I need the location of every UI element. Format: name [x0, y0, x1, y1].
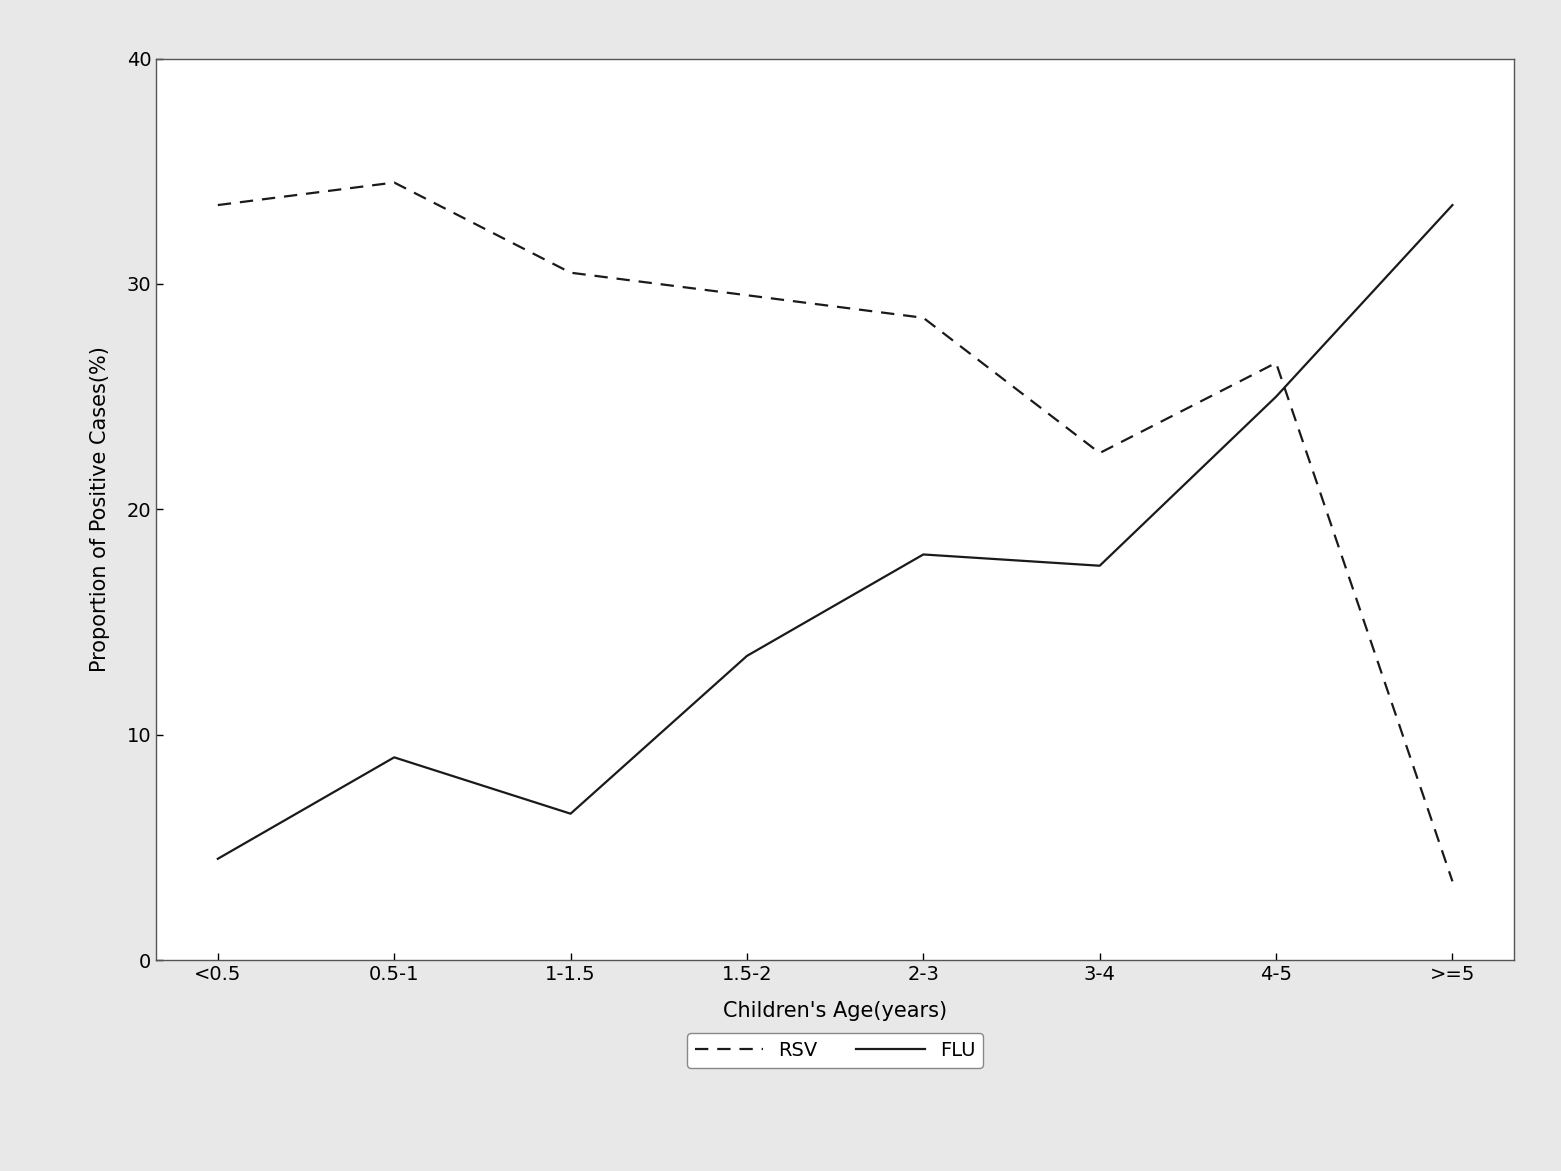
Y-axis label: Proportion of Positive Cases(%): Proportion of Positive Cases(%): [91, 347, 109, 672]
RSV: [738, 288, 757, 302]
Line: RSV: RSV: [219, 183, 1452, 882]
RSV: [913, 310, 932, 324]
FLU: [1090, 559, 1108, 573]
RSV: [562, 266, 581, 280]
RSV: [1090, 446, 1108, 460]
RSV: [1442, 875, 1461, 889]
X-axis label: Children's Age(years): Children's Age(years): [723, 1001, 948, 1021]
Legend: RSV, FLU: RSV, FLU: [687, 1033, 983, 1068]
RSV: [386, 176, 404, 190]
RSV: [209, 198, 228, 212]
FLU: [738, 649, 757, 663]
FLU: [913, 547, 932, 561]
FLU: [209, 851, 228, 865]
Line: FLU: FLU: [219, 205, 1452, 858]
RSV: [1266, 356, 1285, 370]
FLU: [1266, 390, 1285, 404]
FLU: [562, 807, 581, 821]
FLU: [386, 751, 404, 765]
FLU: [1442, 198, 1461, 212]
